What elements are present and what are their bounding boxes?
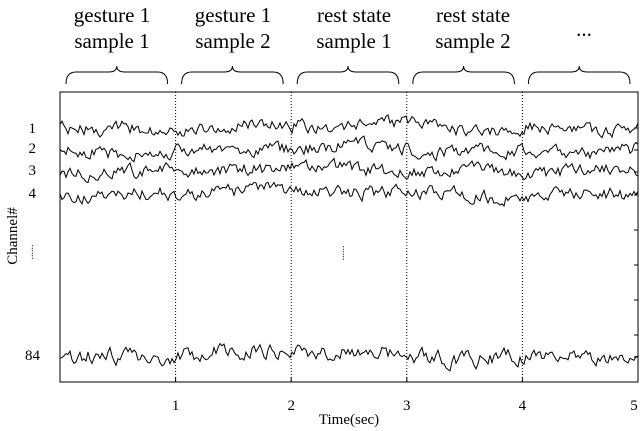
center-ellipsis: ...... <box>336 246 347 261</box>
y-tick-label-1: 1 <box>29 121 37 137</box>
y-tick-label-4: 4 <box>29 186 37 202</box>
channel-trace-3 <box>59 157 639 184</box>
x-tick-label-1: 1 <box>172 398 180 414</box>
x-tick-label-3: 3 <box>403 398 411 414</box>
x-axis-ticks: 1 2 3 4 5 <box>172 377 639 414</box>
x-axis-title: Time(sec) <box>319 412 379 428</box>
y-tick-label-84: 84 <box>25 348 41 364</box>
channel-trace-4 <box>59 181 639 208</box>
x-tick-label-2: 2 <box>287 398 295 414</box>
segment-1-label-line2: sample 1 <box>74 29 149 53</box>
signal-traces <box>59 114 639 372</box>
segment-4-label-line1: rest state <box>436 3 510 27</box>
brace-4 <box>412 65 515 85</box>
segment-braces <box>65 65 631 85</box>
segment-2-label-line2: sample 2 <box>195 29 270 53</box>
brace-2 <box>181 65 284 85</box>
brace-5 <box>527 65 631 85</box>
segment-2-label-line1: gesture 1 <box>195 3 271 27</box>
y-tick-label-3: 3 <box>29 163 37 179</box>
segment-1-label-line1: gesture 1 <box>74 3 150 27</box>
y-tick-label-2: 2 <box>29 141 37 157</box>
segment-headers: gesture 1 sample 1 gesture 1 sample 2 re… <box>74 3 592 53</box>
segment-5-label-line1: ... <box>576 17 592 41</box>
segment-3-label-line1: rest state <box>317 3 391 27</box>
channel-trace-1 <box>59 114 639 139</box>
x-tick-label-4: 4 <box>519 398 527 414</box>
y-axis-ticks <box>634 127 638 358</box>
channel-trace-2 <box>59 135 639 163</box>
x-tick-label-5: 5 <box>630 398 638 414</box>
plot-frame <box>59 91 639 383</box>
segment-4-label-line2: sample 2 <box>435 29 510 53</box>
channel-gap-ellipsis: ...... <box>25 245 36 260</box>
brace-3 <box>296 65 400 85</box>
brace-1 <box>65 65 169 85</box>
y-axis-title: Channel# <box>5 207 21 265</box>
channel-trace-84 <box>59 342 639 372</box>
segment-3-label-line2: sample 1 <box>316 29 391 53</box>
segment-dividers <box>175 92 523 382</box>
